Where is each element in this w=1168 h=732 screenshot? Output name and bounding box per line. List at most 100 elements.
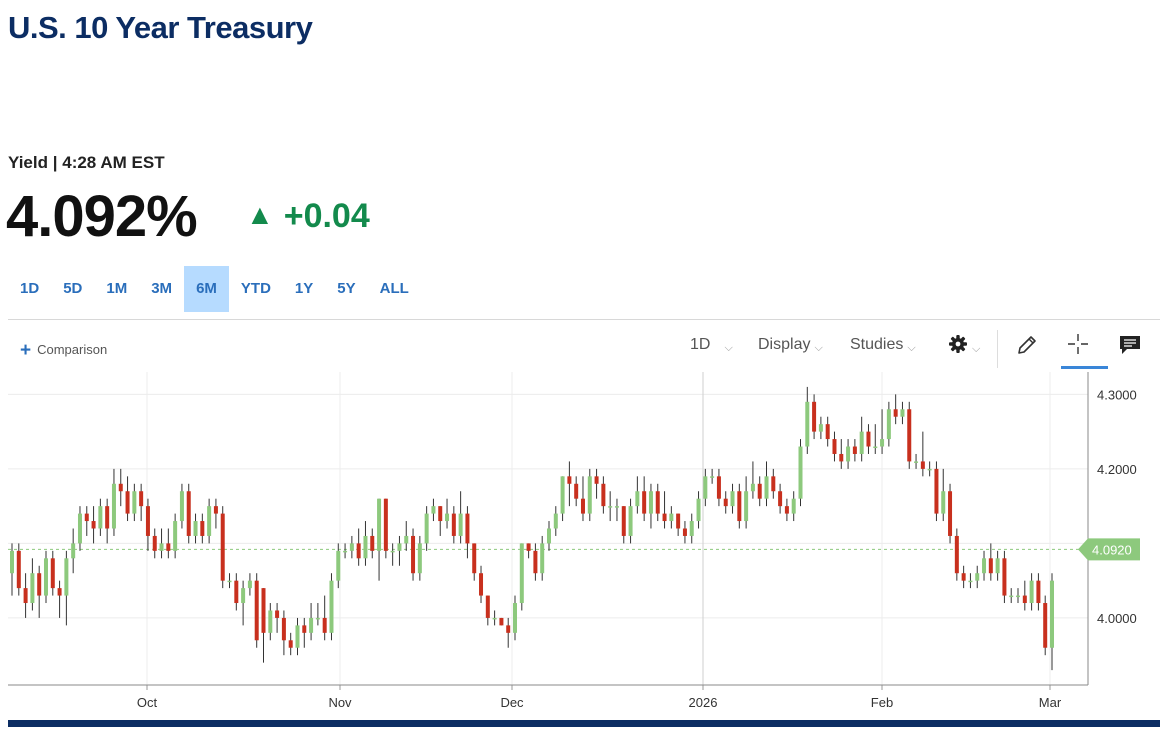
candle (587, 468, 592, 522)
candle-body (193, 521, 198, 536)
pencil-icon[interactable] (1015, 333, 1039, 357)
display-dropdown[interactable]: Display ⌵ (758, 336, 823, 355)
candle-body (370, 535, 375, 551)
page-title: U.S. 10 Year Treasury (8, 10, 313, 45)
candle-body (1050, 580, 1054, 648)
candle-body (948, 491, 953, 536)
candle-body (254, 580, 259, 641)
candle-body (968, 580, 973, 583)
candle-body (941, 491, 946, 514)
candle (635, 476, 640, 514)
candle (390, 543, 395, 566)
candle (920, 431, 925, 477)
toolbar-separator (997, 330, 998, 368)
candle (982, 550, 987, 581)
candle-body (927, 468, 932, 471)
quote-label: Yield (8, 153, 48, 172)
interval-dropdown[interactable]: 1D ⌵ (690, 336, 733, 355)
crosshair-icon[interactable] (1066, 332, 1090, 356)
comparison-button[interactable]: + Comparison (20, 340, 107, 362)
candle (336, 543, 341, 589)
candle (805, 386, 810, 454)
candle (363, 521, 368, 566)
candle (118, 468, 123, 507)
range-tab-5d[interactable]: 5D (63, 280, 83, 297)
studies-dropdown[interactable]: Studies ⌵ (850, 336, 916, 355)
candle-body (424, 513, 429, 544)
candle-body (737, 491, 742, 522)
candle (207, 498, 212, 544)
candle-body (336, 550, 341, 581)
candle-body (513, 603, 518, 633)
candle (37, 565, 42, 618)
range-tab-6m[interactable]: 6M (184, 266, 229, 312)
candle-body (152, 535, 157, 551)
candle-body (975, 573, 980, 581)
candle (98, 498, 103, 536)
quote-separator: | (52, 153, 58, 172)
candle-body (791, 498, 796, 514)
candle (179, 483, 184, 529)
candle (64, 550, 69, 626)
candle (431, 498, 436, 522)
candle (438, 506, 443, 536)
candle (648, 483, 653, 529)
candle-body (689, 521, 694, 536)
candle-body (281, 617, 286, 641)
candle-body (234, 580, 239, 604)
candle (750, 461, 755, 499)
candle-body (472, 543, 477, 574)
range-tab-all[interactable]: ALL (379, 280, 409, 297)
candle-body (601, 483, 606, 507)
candle-body (302, 625, 307, 633)
candle (227, 573, 232, 589)
range-tab-1m[interactable]: 1M (106, 280, 128, 297)
candle-body (567, 476, 572, 484)
quote-meta: Yield | 4:28 AM EST (8, 153, 165, 173)
plus-icon: + (20, 340, 32, 361)
candle (234, 573, 239, 611)
candle (254, 573, 259, 648)
candle (621, 506, 626, 544)
display-label: Display (758, 336, 811, 353)
candle (343, 543, 348, 559)
candle (995, 550, 1000, 581)
x-tick-label: Mar (1039, 695, 1062, 710)
candle (43, 550, 48, 604)
candle-body (642, 491, 647, 514)
candle (866, 424, 871, 454)
candle-body (166, 543, 171, 551)
candle (553, 506, 558, 536)
candle-body (648, 491, 653, 514)
candle-body (635, 491, 640, 507)
candle (125, 476, 130, 522)
candle-body (125, 491, 130, 514)
candle (601, 476, 606, 514)
candle (662, 491, 667, 529)
candle (1029, 573, 1034, 611)
candle (445, 498, 450, 529)
candle-body (159, 543, 164, 551)
candle-body (499, 617, 504, 626)
candle-body (431, 506, 436, 514)
range-tab-5y[interactable]: 5Y (337, 280, 356, 297)
candle (261, 588, 266, 663)
range-tab-1d[interactable]: 1D (20, 280, 40, 297)
candle-body (173, 521, 178, 551)
candle (744, 476, 749, 529)
candle (241, 580, 246, 626)
settings-dropdown[interactable]: ⌵ (948, 334, 980, 356)
candle-body (64, 558, 69, 596)
candle-body (200, 521, 205, 536)
range-tab-1y[interactable]: 1Y (294, 280, 314, 297)
range-tab-ytd[interactable]: YTD (240, 280, 271, 297)
comment-icon[interactable] (1118, 334, 1142, 356)
x-tick-label: Dec (500, 695, 524, 710)
y-tick-label: 4.2000 (1097, 462, 1137, 477)
candle-body (880, 439, 885, 447)
candle-body (57, 588, 62, 596)
candle (84, 506, 89, 536)
range-tab-3m[interactable]: 3M (151, 280, 173, 297)
candle-body (744, 491, 749, 522)
